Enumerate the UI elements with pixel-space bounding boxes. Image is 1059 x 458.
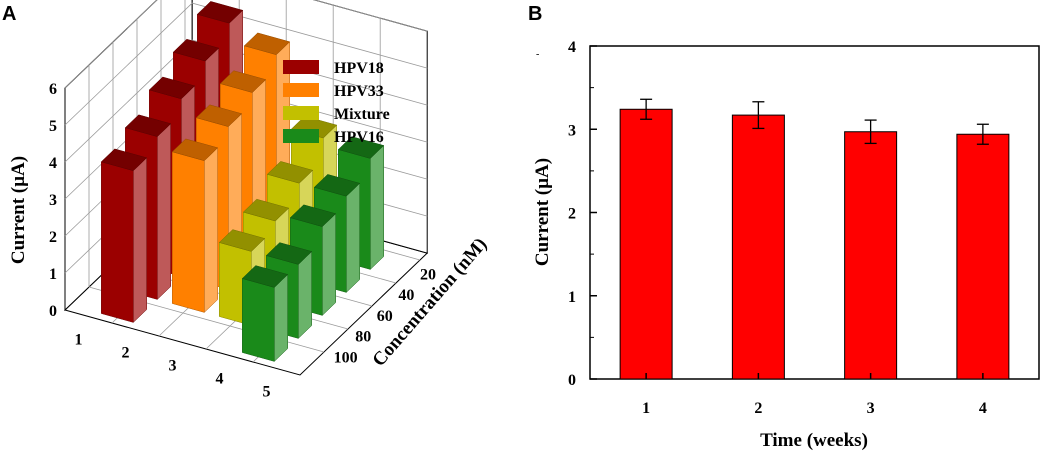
x-tick-label: 3 <box>169 358 177 375</box>
legend-swatch-hpv16 <box>283 129 319 143</box>
bar-hpv18 <box>100 148 148 323</box>
bar-side-face <box>204 147 218 313</box>
legend-label-hpv16: HPV16 <box>334 129 384 146</box>
bar-side-face <box>322 213 336 316</box>
x-tick-label: 3 <box>867 400 875 417</box>
legend-label-hpv18: HPV18 <box>334 60 384 77</box>
bar-top-face <box>241 265 289 288</box>
y-tick-label: 4 <box>568 39 576 56</box>
bar-front-face <box>242 278 275 362</box>
bar-top-face <box>313 174 361 197</box>
bar-top-face <box>124 114 172 137</box>
z-tick-label: 2 <box>49 229 57 246</box>
bar-side-face <box>157 123 171 300</box>
z-tick-label: 5 <box>49 118 57 135</box>
concentration-tick-label: 100 <box>334 349 358 366</box>
z-tick-label: 6 <box>49 81 57 98</box>
x-tick-label: 1 <box>75 332 83 349</box>
x-tick-label: 4 <box>216 371 224 388</box>
error-bar-week-2 <box>752 101 765 130</box>
legend-swatch-mixture <box>283 106 319 120</box>
bar-hpv33 <box>171 138 219 313</box>
error-bar-week-3 <box>864 119 877 145</box>
panel-b-letter: B <box>528 3 542 25</box>
bar-top-face <box>218 229 266 252</box>
x-tick-label: 1 <box>642 400 650 417</box>
panel-b-y-axis-ticks: 0 1 2 3 4 <box>568 39 597 389</box>
bar-side-face <box>370 144 384 270</box>
panel-a-legend: HPV18 HPV33 Mixture HPV16 <box>283 60 390 146</box>
panel-a-z-axis-title: Current (µA) <box>8 156 29 264</box>
legend-label-hpv33: HPV33 <box>334 83 384 100</box>
panel-b-y-axis-title: Current (µA) <box>532 158 553 266</box>
panel-b-x-axis-ticks: 1 2 3 4 <box>642 373 987 417</box>
y-tick-label: 2 <box>568 206 576 223</box>
error-bar-week-1 <box>640 98 653 120</box>
panel-a-x-tick-labels: 1 2 3 4 5 <box>75 332 271 401</box>
bar-front-face <box>172 151 205 313</box>
legend-swatch-hpv18 <box>283 60 319 74</box>
bar-top-face <box>219 70 267 93</box>
legend-swatch-hpv33 <box>283 83 319 97</box>
wall-gridline <box>64 39 428 163</box>
y-tick-label: 3 <box>568 122 576 139</box>
panel-b-x-axis-title: Time (weeks) <box>760 430 868 451</box>
bar-top-face <box>195 104 243 127</box>
bar-top-face <box>148 76 196 100</box>
bar-top-face <box>172 38 220 62</box>
bar-side-face <box>298 250 312 339</box>
bar-top-face <box>266 161 314 184</box>
x-tick-label: 4 <box>979 400 987 417</box>
panel-b-bars <box>619 98 1010 380</box>
bar-side-face <box>133 157 147 323</box>
x-tick-label: 2 <box>122 345 130 362</box>
bar-week-2 <box>731 114 785 380</box>
bar-hpv16 <box>241 265 289 362</box>
y-tick-label: 1 <box>568 289 576 306</box>
concentration-tick-label: 40 <box>398 287 414 304</box>
legend-label-mixture: Mixture <box>334 106 390 123</box>
concentration-tick-label: 20 <box>420 267 436 284</box>
bar-week-4 <box>956 133 1010 380</box>
bar-front-face <box>101 161 134 323</box>
bar-top-face <box>289 204 337 227</box>
panel-b-stray-mark: - <box>536 49 539 60</box>
bar-week-3 <box>844 131 898 380</box>
y-tick-label: 0 <box>568 372 576 389</box>
error-bar-week-4 <box>976 123 989 145</box>
wall-gridline <box>64 0 428 89</box>
bar-top-face <box>242 198 290 222</box>
x-tick-label: 5 <box>263 384 271 401</box>
z-tick-label: 0 <box>49 303 57 320</box>
bar-week-1 <box>619 108 673 380</box>
bar-side-face <box>274 273 288 362</box>
wall-gridline <box>64 2 428 126</box>
bar-top-face <box>265 242 313 265</box>
bar-side-face <box>346 182 360 293</box>
panel-b-bar-chart: B - 0 1 2 3 4 1 2 3 4 Current (µA) Time (weeks) <box>528 3 1040 451</box>
panel-a-bars <box>100 1 385 362</box>
x-tick-label: 2 <box>754 400 762 417</box>
panel-a-concentration-tick-labels: 20 40 60 80 100 <box>334 267 436 367</box>
panel-a-letter: A <box>2 3 16 25</box>
bar-top-face <box>171 138 219 161</box>
z-tick-label: 3 <box>49 192 57 209</box>
z-tick-label: 4 <box>49 155 57 172</box>
bar-top-face <box>100 148 148 171</box>
bar-top-face <box>337 136 385 159</box>
concentration-tick-label: 60 <box>377 308 393 325</box>
bar-top-face <box>243 32 291 55</box>
z-tick-label: 1 <box>49 266 57 283</box>
bar-top-face <box>196 1 244 24</box>
panel-a-z-tick-labels: 0 1 2 3 4 5 6 <box>49 81 57 320</box>
concentration-tick-label: 80 <box>355 329 371 346</box>
